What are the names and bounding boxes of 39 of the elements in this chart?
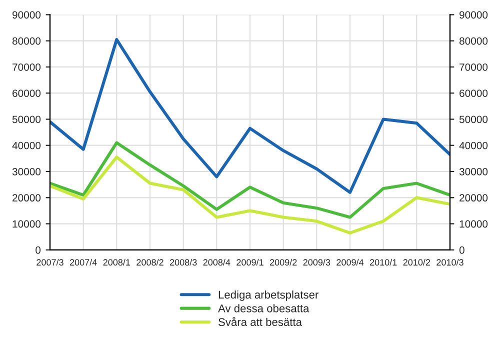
y2-tick-label: 0 [459, 246, 464, 254]
y2-tick-label: 80000 [459, 37, 488, 45]
y-tick-label: 50000 [12, 116, 41, 124]
y-tick-label: 30000 [12, 168, 41, 176]
x-tick-label: 2007/4 [70, 258, 97, 266]
x-tick-label: 2008/4 [203, 258, 230, 266]
legend-label: Lediga arbetsplatser [218, 290, 318, 301]
y2-tick-label: 70000 [460, 63, 488, 71]
legend-label: Av dessa obesatta [218, 304, 310, 312]
y2-tick-label: 90000 [460, 11, 488, 19]
y-tick-label: 60000 [12, 90, 41, 97]
line-series [50, 156, 450, 234]
y-tick-label: 20000 [12, 194, 41, 202]
x-tick-label: 2009/2 [270, 258, 297, 266]
y2-tick-label: 10000 [460, 220, 488, 228]
x-tick-label: 2008/3 [170, 258, 197, 266]
legend-label: Svåra att besätta [218, 316, 302, 326]
y-tick-label: 70000 [12, 63, 41, 71]
y-tick-label: 80000 [12, 37, 41, 45]
line-series [50, 38, 450, 194]
y-tick-label: 10000 [12, 220, 41, 228]
y2-tick-label: 50000 [459, 116, 488, 124]
y2-tick-label: 40000 [459, 142, 488, 150]
x-tick-label: 2007/3 [36, 258, 64, 266]
x-tick-label: 2009/3 [303, 258, 330, 266]
x-tick-label: 2010/1 [370, 258, 397, 266]
y2-tick-label: 30000 [459, 168, 488, 176]
x-tick-label: 2008/1 [103, 258, 130, 266]
y-tick-label: 0 [36, 246, 41, 254]
x-tick-label: 2009/4 [336, 258, 364, 266]
x-tick-label: 2010/2 [403, 258, 430, 266]
x-tick-label: 2008/2 [136, 258, 164, 266]
x-tick-label: 2009/1 [236, 258, 264, 266]
y2-tick-label: 20000 [460, 194, 488, 202]
line-series [50, 141, 450, 219]
y-tick-label: 40000 [12, 142, 41, 150]
y-tick-label: 90000 [12, 11, 41, 19]
y2-tick-label: 60000 [460, 90, 488, 97]
x-tick-label: 2010/3 [436, 258, 464, 266]
